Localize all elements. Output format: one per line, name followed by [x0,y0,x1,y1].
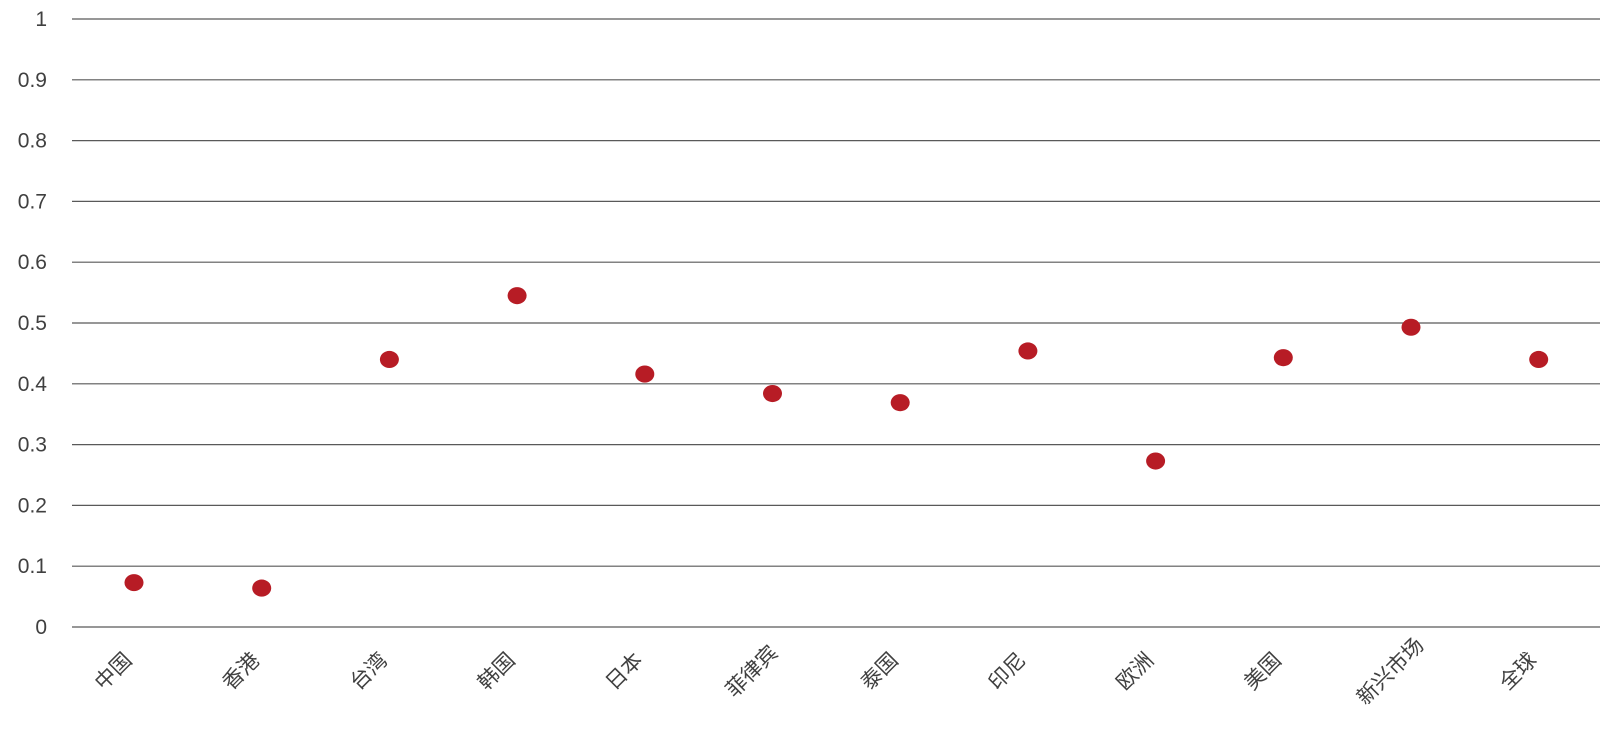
x-category-label: 菲律宾 [721,641,783,703]
y-axis-tick-labels: 0 0.1 0.2 0.3 0.4 0.5 0.6 0.7 0.8 0.9 1 [18,8,48,639]
data-point [763,384,782,403]
data-point [507,287,527,305]
x-category-label: 香港 [218,648,265,695]
y-tick-label: 0.8 [18,130,47,153]
y-tick-label: 1 [35,8,47,31]
data-point [1529,350,1549,369]
y-tick-label: 0.1 [18,555,47,578]
data-point [1401,318,1421,336]
data-point [1018,342,1038,360]
x-category-label: 印尼 [984,648,1031,695]
data-points [124,287,1549,597]
data-point [124,574,144,592]
data-point [379,350,399,369]
y-tick-label: 0.9 [18,69,47,92]
y-tick-label: 0.5 [18,312,47,335]
x-category-label: 美国 [1239,648,1286,695]
x-category-label: 全球 [1495,648,1542,695]
x-category-label: 泰国 [856,648,903,695]
x-category-label: 新兴市场 [1352,633,1428,709]
x-category-label: 中国 [90,648,137,695]
x-category-label: 欧洲 [1112,648,1159,695]
y-tick-label: 0.3 [18,434,47,457]
data-point [1273,349,1293,367]
y-tick-label: 0.2 [18,494,47,517]
data-point [635,365,655,383]
x-category-label: 日本 [601,648,648,695]
y-tick-label: 0.7 [18,190,47,213]
x-axis-category-labels: 中国 香港 台湾 韩国 日本 菲律宾 泰国 印尼 欧洲 美国 新兴市场 全球 [90,633,1541,709]
y-tick-label: 0.6 [18,251,47,274]
y-tick-label: 0 [35,616,47,639]
gridlines [72,18,1600,628]
data-point [890,394,910,412]
data-point [252,579,272,597]
x-category-label: 台湾 [345,648,392,695]
x-category-label: 韩国 [473,648,520,695]
data-point [1146,452,1166,470]
y-tick-label: 0.4 [18,373,48,396]
